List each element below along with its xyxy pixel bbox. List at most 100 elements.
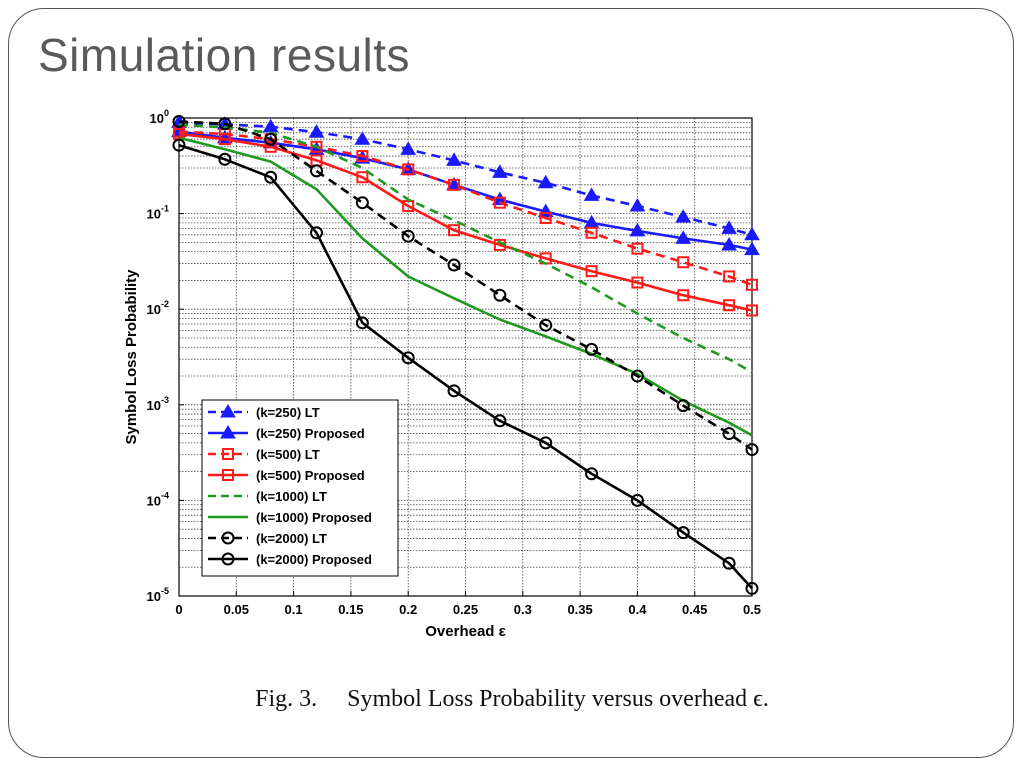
data-point-1 [629,222,646,237]
data-point-7 [745,581,759,595]
y-tick-exponent: -5 [161,586,169,596]
x-tick-label: 0.35 [567,602,592,617]
legend-marker-2 [222,448,234,460]
data-point-6 [355,196,369,210]
data-point-7 [539,436,553,450]
data-point-0 [308,124,325,138]
data-point-3 [448,224,461,237]
legend-marker-6 [221,531,235,545]
y-tick-exponent: -2 [161,299,169,309]
y-tick-exponent: -1 [161,204,169,214]
data-point-0 [537,174,554,189]
data-point-0 [629,198,646,212]
data-point-3 [631,276,644,289]
legend-marker-3 [222,469,234,481]
data-point-7 [172,138,186,152]
data-point-7 [447,384,461,398]
data-point-6 [172,114,186,128]
data-point-3 [218,133,231,146]
data-point-7 [401,351,415,365]
data-point-2 [677,256,690,269]
data-point-3 [264,140,277,153]
series-line-6 [178,120,753,451]
series-line-0 [178,121,753,237]
series-line-2 [178,130,753,287]
y-tick-base: 10 [147,207,161,222]
x-tick-label: 0.5 [743,602,761,617]
data-point-0 [744,226,760,241]
data-point-6 [539,318,553,332]
data-point-7 [264,170,278,184]
data-point-7 [630,493,644,507]
series-line-7 [178,143,753,590]
data-point-7 [585,467,599,481]
data-point-6 [493,288,507,302]
y-tick-label: 100 [150,108,169,126]
y-tick-label: 10-3 [147,395,169,413]
data-point-2 [448,178,461,191]
data-point-3 [402,200,415,213]
data-point-1 [675,230,692,244]
y-tick-base: 10 [147,302,161,317]
legend-box [201,399,399,577]
data-point-3 [677,289,690,302]
chart: 0 0.05 0.1 0.15 0.2 0.25 0.3 0.35 0.4 0.45 0.51001… [123,108,761,640]
legend-label-3: (k=500) Proposed [256,468,365,483]
x-axis-label: Overhead ε [425,623,506,640]
x-tick-label: 0.3 [514,602,532,617]
data-point-7 [355,316,369,330]
y-tick-base: 10 [150,111,164,126]
data-point-2 [493,196,506,209]
data-point-6 [745,443,759,457]
data-point-0 [675,209,692,223]
caption-figure-label: Fig. 3. [255,686,318,712]
data-point-2 [746,278,758,291]
data-point-1 [744,241,760,256]
legend-marker-1 [220,425,236,439]
data-point-2 [631,242,644,255]
data-point-6 [585,342,599,356]
data-point-2 [585,226,598,239]
data-point-3 [746,304,758,317]
legend-marker-0 [220,404,236,418]
x-tick-label: 0 [175,602,182,617]
legend-label-6: (k=2000) LT [256,531,327,546]
legend-label-0: (k=250) LT [256,405,320,420]
legend-label-5: (k=1000) Proposed [256,510,372,525]
figure-caption: Fig. 3. Symbol Loss Probability versus ov… [0,686,1024,713]
data-point-7 [218,152,232,166]
data-point-7 [310,226,324,240]
y-tick-base: 10 [147,493,161,508]
legend-label-2: (k=500) LT [256,447,320,462]
slide-title: Simulation results [38,29,411,81]
data-point-2 [356,150,369,163]
data-point-6 [630,369,644,383]
x-tick-label: 0.4 [628,602,647,617]
y-tick-label: 10-5 [147,586,169,604]
data-point-7 [676,526,690,540]
x-tick-label: 0.15 [338,602,363,617]
data-point-0 [492,164,508,178]
data-point-2 [402,163,415,176]
data-point-6 [218,117,232,131]
y-tick-base: 10 [147,589,161,604]
data-point-3 [723,299,736,312]
data-point-7 [722,556,736,570]
y-tick-label: 10-2 [147,299,169,317]
y-tick-exponent: 0 [164,108,169,118]
data-point-6 [676,399,690,413]
y-axis-label: Symbol Loss Probability [123,269,140,445]
data-point-0 [721,220,737,234]
legend-label-7: (k=2000) Proposed [256,552,372,567]
data-point-0 [400,141,417,155]
x-tick-label: 0.1 [285,602,303,617]
data-point-2 [539,211,552,224]
x-tick-label: 0.45 [682,602,707,617]
series-line-3 [178,132,753,312]
series-line-5 [178,136,753,437]
series-line-4 [178,123,753,374]
x-tick-label: 0.2 [399,602,417,617]
y-tick-label: 10-4 [147,490,169,508]
data-point-0 [446,152,462,166]
legend-label-1: (k=250) Proposed [256,426,365,441]
